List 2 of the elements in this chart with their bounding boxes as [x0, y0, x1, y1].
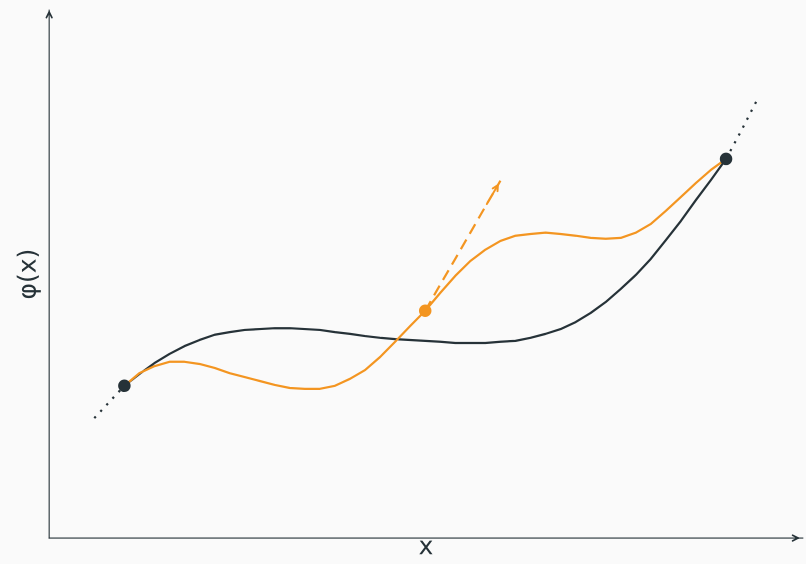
x-axis-title: x	[419, 540, 433, 554]
y-axis-title: φ(x)	[16, 250, 41, 298]
